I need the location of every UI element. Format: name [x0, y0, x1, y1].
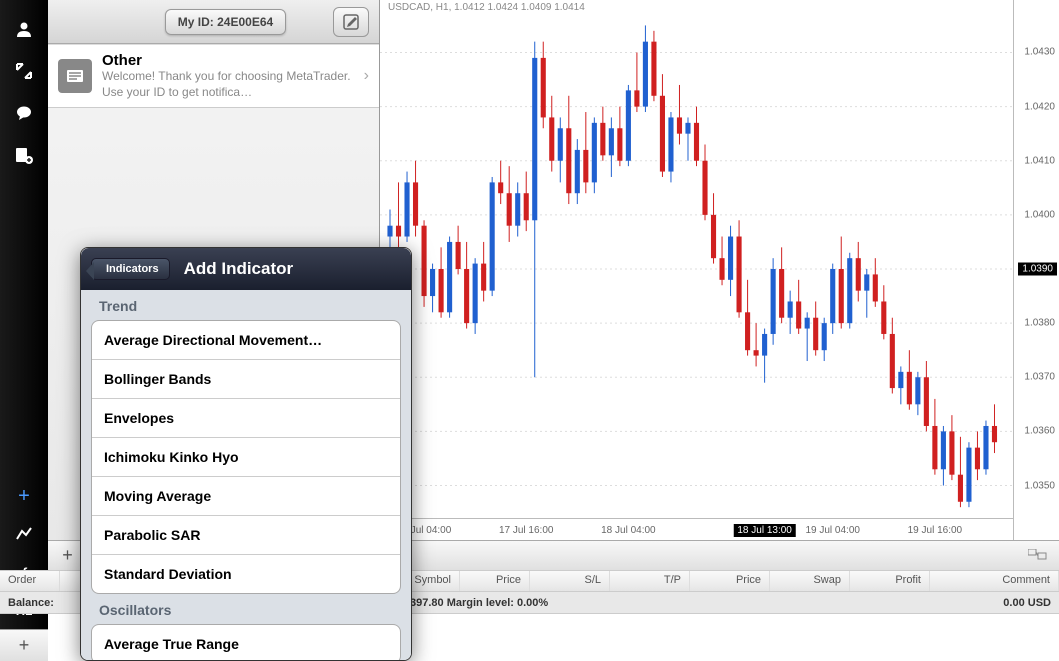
message-icon — [58, 59, 92, 93]
indicator-item[interactable]: Envelopes — [92, 399, 400, 438]
indicator-section-label: Trend — [91, 290, 401, 320]
indicator-item[interactable]: Parabolic SAR — [92, 516, 400, 555]
add-chart-button[interactable]: + — [0, 629, 48, 661]
popup-title: Add Indicator — [184, 259, 294, 279]
x-tick-label: 17 Jul 16:00 — [499, 525, 554, 536]
indicator-item[interactable]: Moving Average — [92, 477, 400, 516]
column-header[interactable]: Price — [460, 571, 530, 591]
profit-value: 0.00 USD — [1003, 597, 1051, 609]
fullscreen-icon[interactable] — [0, 50, 48, 92]
column-header[interactable]: Swap — [770, 571, 850, 591]
indicator-item[interactable]: Standard Deviation — [92, 555, 400, 593]
chat-icon[interactable] — [0, 92, 48, 134]
indicator-item[interactable]: Average Directional Movement… — [92, 321, 400, 360]
time-axis: 17 Jul 04:0017 Jul 16:0018 Jul 04:0019 J… — [380, 518, 1013, 540]
sidebar: + ƒ H1 + — [0, 0, 48, 661]
notification-item[interactable]: Other Welcome! Thank you for choosing Me… — [48, 44, 379, 108]
expand-icon[interactable] — [1023, 545, 1053, 567]
my-id-button[interactable]: My ID: 24E00E64 — [165, 9, 286, 35]
y-tick-label: 1.0430 — [1024, 47, 1055, 58]
balance-label: Balance: — [8, 597, 54, 609]
price-axis: 1.0350 1.0360 1.0370 1.0380 1.0390 1.0400 1.04… — [1013, 0, 1059, 540]
current-time-marker: 18 Jul 13:00 — [733, 524, 796, 537]
chevron-right-icon: › — [364, 67, 369, 85]
profile-icon[interactable] — [0, 8, 48, 50]
column-header[interactable]: Order — [0, 571, 60, 591]
account-add-icon[interactable] — [0, 134, 48, 176]
add-indicator-popup: Indicators Add Indicator TrendAverage Di… — [80, 247, 412, 661]
popup-pointer — [80, 464, 81, 488]
y-tick-label: 1.0370 — [1024, 372, 1055, 383]
y-tick-label: 1.0380 — [1024, 318, 1055, 329]
crosshair-tool[interactable]: + — [0, 477, 48, 515]
column-header[interactable]: S/L — [530, 571, 610, 591]
y-tick-label: 1.0410 — [1024, 155, 1055, 166]
popup-header: Indicators Add Indicator — [81, 248, 411, 290]
y-tick-label: 1.0360 — [1024, 426, 1055, 437]
column-header[interactable]: Price — [690, 571, 770, 591]
compose-button[interactable] — [333, 7, 369, 37]
notification-text: Welcome! Thank you for choosing MetaTrad… — [102, 69, 364, 100]
column-header[interactable]: Profit — [850, 571, 930, 591]
x-tick-label: 18 Jul 04:00 — [601, 525, 656, 536]
y-tick-label: 1.0400 — [1024, 209, 1055, 220]
trend-tool[interactable] — [0, 515, 48, 553]
chart-area[interactable]: USDCAD, H1, 1.0412 1.0424 1.0409 1.0414 … — [380, 0, 1059, 540]
column-header[interactable]: T/P — [610, 571, 690, 591]
column-header[interactable]: Comment — [930, 571, 1059, 591]
x-tick-label: 19 Jul 04:00 — [805, 525, 860, 536]
panel-header: My ID: 24E00E64 — [48, 0, 379, 44]
y-tick-label: 1.0420 — [1024, 101, 1055, 112]
notification-title: Other — [102, 52, 364, 69]
margin-label: 397.80 Margin level: 0.00% — [410, 597, 548, 609]
chart-symbol-label: USDCAD, H1, 1.0412 1.0424 1.0409 1.0414 — [388, 2, 585, 13]
x-tick-label: 19 Jul 16:00 — [908, 525, 963, 536]
current-price-marker: 1.0390 — [1018, 263, 1057, 276]
indicator-item[interactable]: Average True Range — [92, 625, 400, 660]
back-button[interactable]: Indicators — [91, 258, 170, 280]
indicator-section-label: Oscillators — [91, 594, 401, 624]
y-tick-label: 1.0350 — [1024, 480, 1055, 491]
indicator-item[interactable]: Ichimoku Kinko Hyo — [92, 438, 400, 477]
indicator-item[interactable]: Bollinger Bands — [92, 360, 400, 399]
